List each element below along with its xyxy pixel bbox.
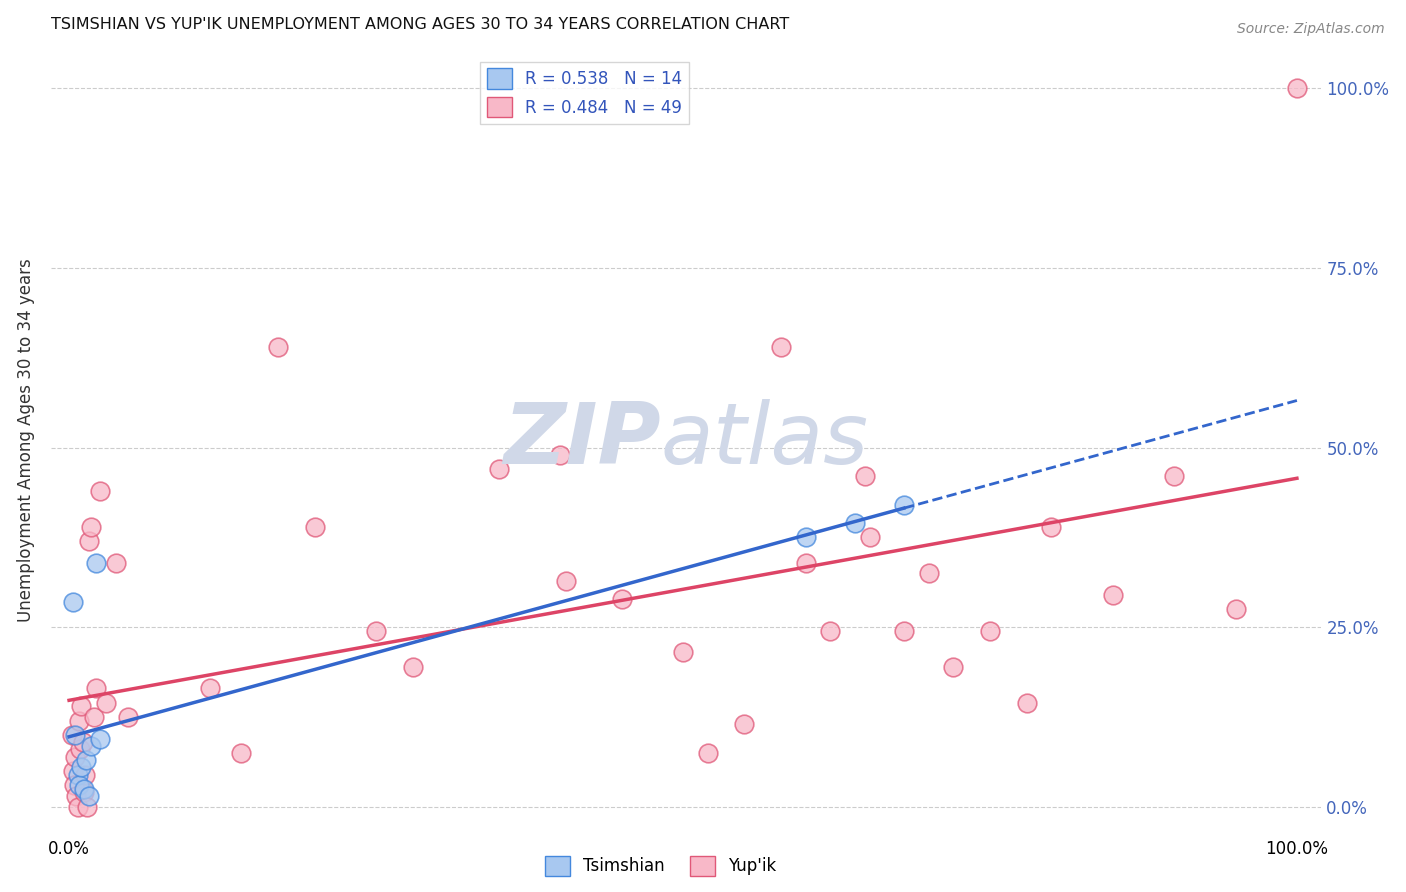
Point <box>1163 469 1185 483</box>
Point <box>859 531 882 545</box>
Legend: Tsimshian, Yup'ik: Tsimshian, Yup'ik <box>538 849 783 882</box>
Point <box>73 781 96 796</box>
Point <box>63 778 86 792</box>
Point <box>72 735 94 749</box>
Point <box>488 462 510 476</box>
Y-axis label: Unemployment Among Ages 30 to 34 years: Unemployment Among Ages 30 to 34 years <box>17 259 35 623</box>
Point <box>304 519 326 533</box>
Point <box>83 710 105 724</box>
Point <box>402 659 425 673</box>
Point <box>89 483 111 498</box>
Point <box>229 746 252 760</box>
Point <box>63 728 86 742</box>
Point <box>73 767 96 781</box>
Point <box>60 728 83 742</box>
Point <box>84 556 107 570</box>
Point <box>70 699 93 714</box>
Point <box>69 742 91 756</box>
Point <box>80 739 103 753</box>
Point <box>73 785 96 799</box>
Point <box>893 498 915 512</box>
Point <box>76 800 98 814</box>
Point <box>62 595 84 609</box>
Point <box>1101 588 1123 602</box>
Point <box>610 591 633 606</box>
Text: ZIP: ZIP <box>503 399 661 482</box>
Point <box>70 760 93 774</box>
Point <box>794 556 817 570</box>
Point <box>893 624 915 638</box>
Point <box>75 753 97 767</box>
Point <box>820 624 842 638</box>
Point <box>104 556 127 570</box>
Point <box>89 731 111 746</box>
Point <box>62 764 84 778</box>
Point <box>1225 602 1247 616</box>
Point <box>548 448 571 462</box>
Point <box>917 566 939 581</box>
Point <box>80 519 103 533</box>
Point <box>853 469 876 483</box>
Point <box>66 800 89 814</box>
Point <box>267 340 290 354</box>
Text: TSIMSHIAN VS YUP'IK UNEMPLOYMENT AMONG AGES 30 TO 34 YEARS CORRELATION CHART: TSIMSHIAN VS YUP'IK UNEMPLOYMENT AMONG A… <box>51 17 789 32</box>
Point <box>733 717 755 731</box>
Point <box>63 749 86 764</box>
Point <box>77 789 100 803</box>
Point <box>84 681 107 696</box>
Point <box>66 767 89 781</box>
Text: atlas: atlas <box>661 399 869 482</box>
Point <box>117 710 139 724</box>
Point <box>844 516 866 530</box>
Point <box>555 574 578 588</box>
Point <box>794 531 817 545</box>
Point <box>67 714 90 728</box>
Point <box>942 659 965 673</box>
Point <box>67 778 90 792</box>
Point <box>94 696 117 710</box>
Point <box>770 340 793 354</box>
Point <box>364 624 387 638</box>
Point <box>77 534 100 549</box>
Point <box>65 789 87 803</box>
Point <box>1285 81 1308 95</box>
Text: Source: ZipAtlas.com: Source: ZipAtlas.com <box>1237 22 1385 37</box>
Point <box>1015 696 1038 710</box>
Point <box>672 645 695 659</box>
Point <box>979 624 1001 638</box>
Point <box>1040 519 1063 533</box>
Point <box>696 746 718 760</box>
Point <box>200 681 222 696</box>
